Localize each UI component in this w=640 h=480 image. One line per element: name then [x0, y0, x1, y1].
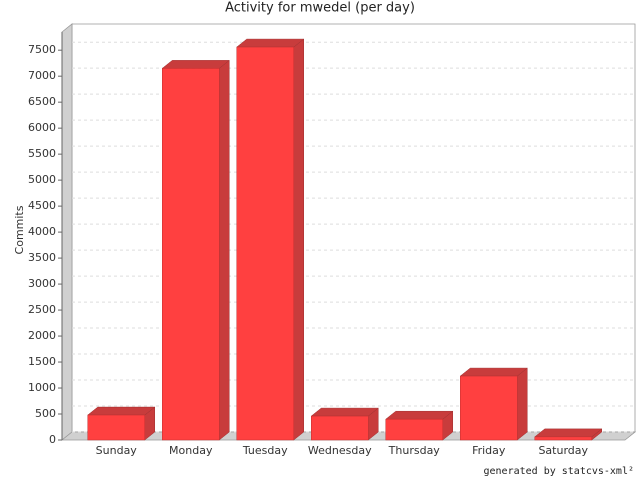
y-axis-label: Commits	[13, 205, 26, 254]
bar-top	[385, 410, 454, 420]
x-tick-label: Tuesday	[242, 444, 288, 457]
y-tick-label: 5500	[28, 147, 56, 160]
back-wall	[71, 23, 636, 433]
x-tick-label: Saturday	[538, 444, 588, 457]
y-tick-label: 500	[35, 407, 56, 420]
footer: generated by statcvs-xml²	[483, 466, 634, 477]
x-tick-label: Friday	[472, 444, 506, 457]
bar-top	[310, 407, 379, 417]
bar	[162, 68, 220, 441]
x-tick-label: Monday	[169, 444, 213, 457]
y-tick-label: 3500	[28, 251, 56, 264]
bar-top	[161, 60, 230, 69]
y-tick-label: 1000	[28, 381, 56, 394]
x-tick-label: Sunday	[96, 444, 138, 457]
bar	[385, 418, 443, 441]
x-tick-label: Wednesday	[308, 444, 372, 457]
bar	[311, 415, 369, 441]
y-tick-label: 4500	[28, 199, 56, 212]
bar	[534, 436, 592, 441]
bar-side	[219, 59, 230, 441]
x-tick-label: Thursday	[388, 444, 441, 457]
y-tick-label: 4000	[28, 225, 56, 238]
y-tick-label: 6500	[28, 95, 56, 108]
bar	[87, 414, 145, 441]
grid	[72, 41, 635, 433]
bar-top	[459, 367, 528, 377]
y-tick-label: 5000	[28, 173, 56, 186]
y-tick-label: 7500	[28, 43, 56, 56]
bar-side	[517, 367, 528, 441]
y-tick-label: 2000	[28, 329, 56, 342]
bar-top	[87, 406, 156, 416]
y-tick-label: 0	[49, 433, 56, 446]
bar-side	[293, 38, 304, 441]
y-tick-label: 6000	[28, 121, 56, 134]
chart-title: Activity for mwedel (per day)	[225, 1, 415, 16]
side-wall	[61, 23, 73, 441]
bar	[460, 375, 518, 441]
bar-top	[236, 38, 305, 48]
bar-top	[534, 428, 603, 438]
bar	[236, 46, 294, 441]
y-tick-label: 3000	[28, 277, 56, 290]
y-tick-label: 2500	[28, 303, 56, 316]
y-tick-label: 7000	[28, 69, 56, 82]
y-tick-label: 1500	[28, 355, 56, 368]
